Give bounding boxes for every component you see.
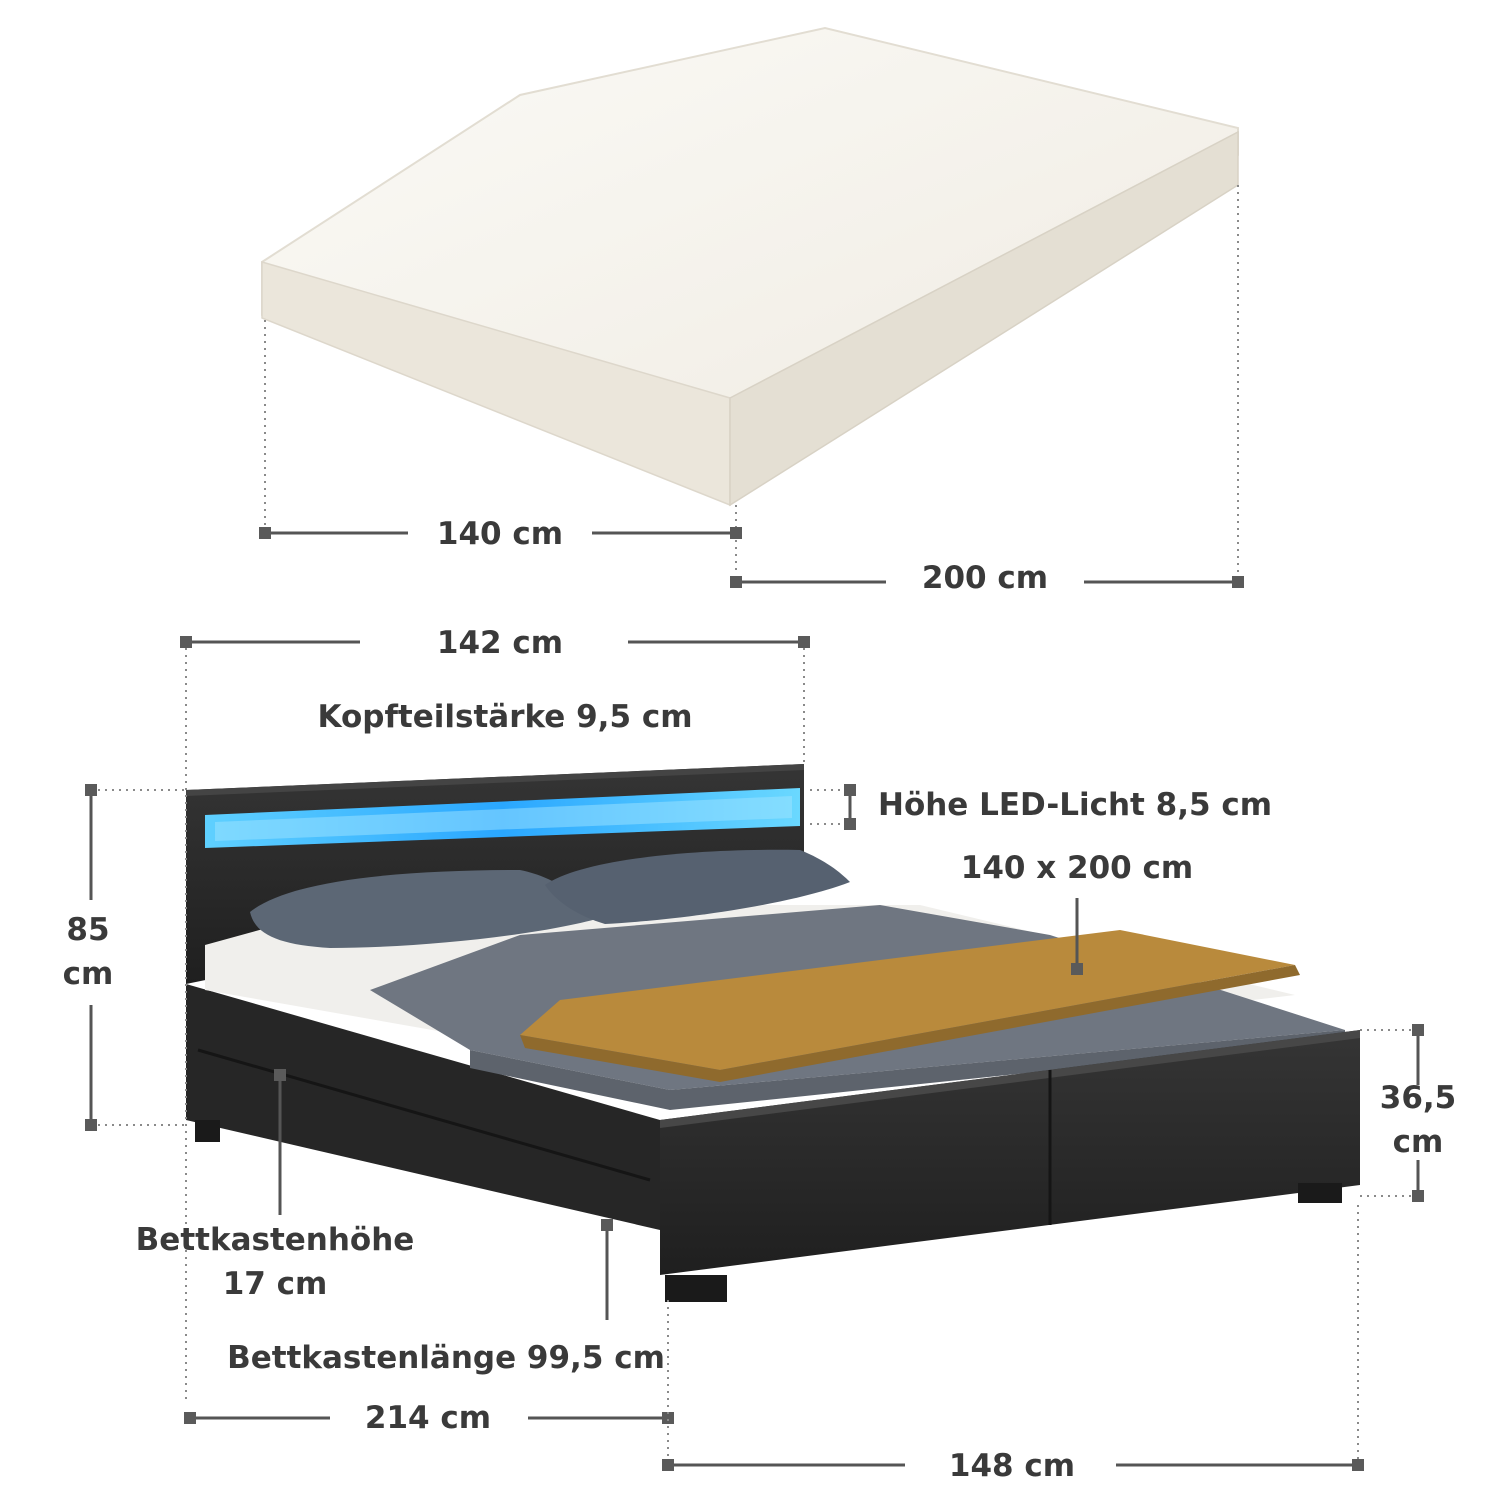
sleeping-surface-label: 140 x 200 cm — [961, 850, 1193, 886]
pillow-right — [545, 849, 850, 924]
mattress-width-label: 140 cm — [437, 516, 563, 552]
mattress-illustration — [261, 26, 1239, 507]
total-height-label-unit: cm — [63, 956, 114, 992]
bed-outer-width-label: 148 cm — [949, 1448, 1075, 1484]
frame-height-label-value: 36,5 — [1380, 1080, 1457, 1116]
drawer-height-value: 17 cm — [223, 1266, 328, 1302]
pillow-left — [250, 870, 600, 948]
frame-height-label-unit: cm — [1393, 1124, 1444, 1160]
drawer-length-label: Bettkastenlänge 99,5 cm — [227, 1340, 665, 1376]
headboard-thickness-label: Kopfteilstärke 9,5 cm — [317, 699, 692, 735]
bed-dimensions — [85, 636, 1424, 1471]
throw-blanket — [520, 930, 1295, 1070]
total-height-label-value: 85 — [66, 912, 109, 948]
mattress-length-label: 200 cm — [922, 560, 1048, 596]
drawer-height-label: Bettkastenhöhe — [136, 1222, 415, 1258]
led-height-label: Höhe LED-Licht 8,5 cm — [878, 787, 1272, 823]
mattress-dimensions — [259, 185, 1244, 588]
bed-length-label: 214 cm — [365, 1400, 491, 1436]
bed-width-label: 142 cm — [437, 625, 563, 661]
bed-illustration — [186, 764, 1360, 1302]
